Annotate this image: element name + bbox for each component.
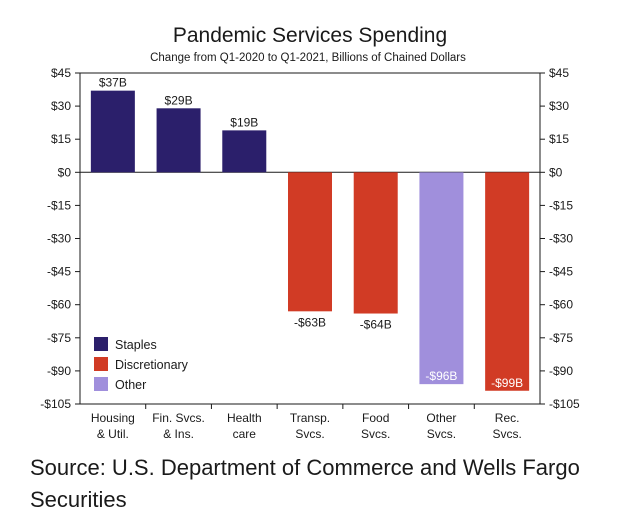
data-label: -$99B [491,376,523,390]
axes: $45 $45 $30 $30 $15 $15 $0 $0 -$15 -$15 -$30 -$30 -$… [40,66,580,441]
y-tick-label-right: $30 [549,99,569,113]
x-tick-label: Health [227,411,262,425]
x-tick-label: Svcs. [295,427,324,441]
legend-swatch [94,357,108,371]
y-tick-label-right: -$75 [549,331,573,345]
legend-label: Staples [115,338,157,352]
bar [222,130,267,173]
data-label: $19B [230,115,258,129]
chart: Pandemic Services Spending Change from Q… [40,24,580,441]
bar [485,172,530,391]
x-tick-label: & Util. [97,427,129,441]
y-tick-label-right: -$105 [549,397,580,411]
data-label: $37B [99,76,127,90]
y-tick-label-left: -$60 [47,298,71,312]
x-tick-label: Transp. [290,411,330,425]
y-tick-label-left: -$75 [47,331,71,345]
y-tick-label-right: -$15 [549,198,573,212]
data-label: -$96B [425,369,457,383]
bar [288,172,332,312]
y-tick-label-right: $0 [549,165,563,179]
bar [156,108,201,173]
y-tick-label-right: -$60 [549,298,573,312]
x-tick-label: Svcs. [492,427,521,441]
legend-swatch [94,337,108,351]
x-tick-label: Food [362,411,389,425]
legend: Staples Discretionary Other [94,337,189,392]
bar [90,90,135,173]
legend-swatch [94,377,108,391]
y-tick-label-left: -$15 [47,198,71,212]
y-tick-label-right: -$30 [549,232,573,246]
y-tick-label-left: $45 [51,66,71,80]
x-tick-label: & Ins. [163,427,194,441]
x-tick-label: care [233,427,257,441]
x-tick-label: Svcs. [427,427,456,441]
bar [353,172,398,314]
y-tick-label-left: -$105 [40,397,71,411]
y-tick-label-right: $45 [549,66,569,80]
y-tick-label-left: -$45 [47,265,71,279]
y-tick-label-left: -$90 [47,364,71,378]
x-tick-label: Fin. Svcs. [152,411,205,425]
bars: $37B $29B $19B -$63B -$64B -$96B -$99B [90,76,530,391]
chart-subtitle: Change from Q1-2020 to Q1-2021, Billions… [150,52,466,64]
y-tick-label-right: $15 [549,132,569,146]
y-tick-label-right: -$90 [549,364,573,378]
y-tick-label-left: $30 [51,99,71,113]
x-tick-label: Svcs. [361,427,390,441]
legend-label: Discretionary [115,358,189,372]
bar [419,172,464,385]
data-label: -$63B [294,315,326,329]
y-tick-label-right: -$45 [549,265,573,279]
chart-title: Pandemic Services Spending [173,24,447,47]
source-note: Source: U.S. Department of Commerce and … [30,455,580,512]
y-tick-label-left: -$30 [47,232,71,246]
x-tick-label: Rec. [495,411,520,425]
y-tick-label-left: $0 [58,165,72,179]
data-label: $29B [165,93,193,107]
x-tick-label: Other [426,411,456,425]
data-label: -$64B [360,318,392,332]
y-tick-label-left: $15 [51,132,71,146]
x-tick-label: Housing [91,411,135,425]
legend-label: Other [115,378,146,392]
